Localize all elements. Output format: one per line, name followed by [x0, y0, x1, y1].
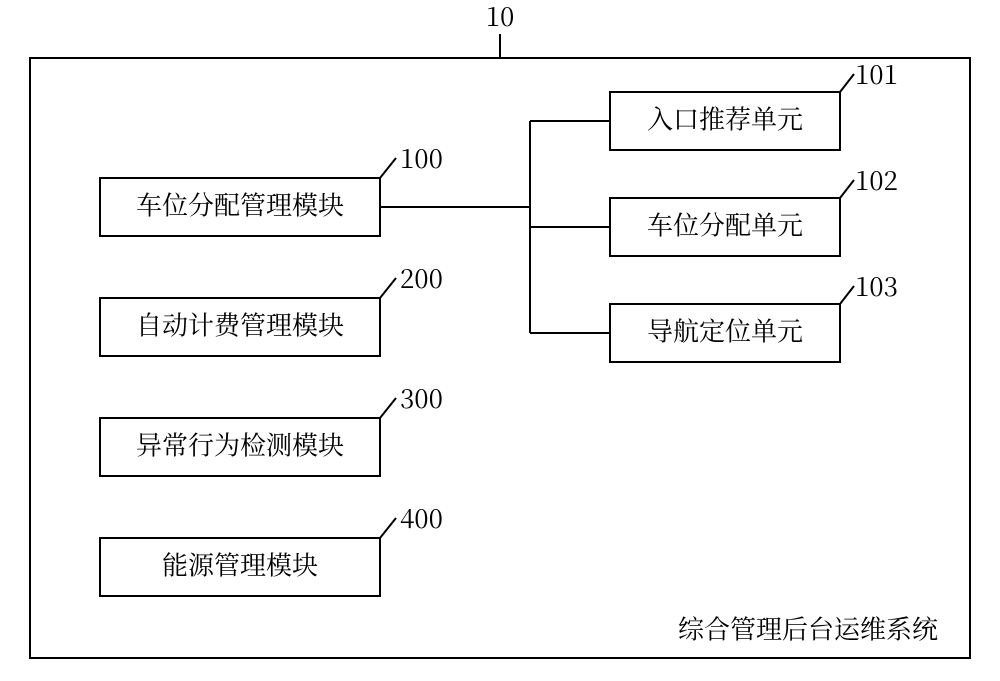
mod-400-label: 能源管理模块: [162, 546, 318, 583]
mod-200-label: 自动计费管理模块: [136, 306, 344, 343]
outer-label-number: 10: [486, 0, 515, 34]
mod-200-number: 200: [400, 259, 443, 296]
mod-100-label: 车位分配管理模块: [136, 186, 344, 223]
mod-100-number: 100: [400, 139, 443, 176]
unit-103-label: 导航定位单元: [647, 312, 803, 349]
unit-102-number: 102: [855, 161, 898, 198]
unit-102-label: 车位分配单元: [647, 206, 803, 243]
unit-101-label: 入口推荐单元: [647, 100, 803, 137]
unit-103-number: 103: [855, 267, 898, 304]
mod-400-number: 400: [400, 499, 443, 536]
mod-300-number: 300: [400, 379, 443, 416]
diagram-canvas: 10 车位分配管理模块 100 自动计费管理模块 200 异常行为检测模块 300 能源管理模…: [0, 0, 1000, 681]
unit-101-number: 101: [855, 55, 898, 92]
footer-title: 综合管理后台运维系统: [678, 610, 938, 647]
mod-300-label: 异常行为检测模块: [136, 426, 344, 463]
